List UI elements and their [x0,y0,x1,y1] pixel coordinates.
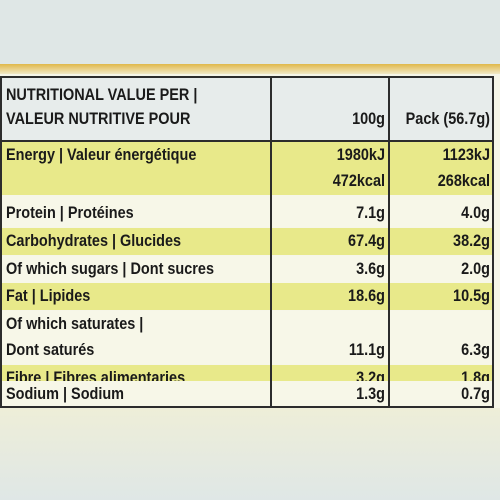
table-left-rule [0,76,2,408]
row-value-pack: 2.0g [461,259,490,279]
table-row: Protein | Protéines 7.1g 4.0g [0,200,492,227]
row-value-100g: 67.4g [348,231,385,251]
row-value-100g: 472kcal [332,171,385,191]
table-row: Energy | Valeur énergétique 1980kJ 1123k… [0,142,492,169]
row-value-100g [287,311,385,338]
row-label: Of which saturates | [6,314,144,334]
row-label: Protein | Protéines [6,203,134,223]
table-row: Carbohydrates | Glucides 67.4g 38.2g [0,228,492,255]
row-value-pack: 0.7g [461,384,490,404]
table-row: Of which saturates | [0,311,492,338]
header-rule [0,140,492,142]
row-value-100g: 1980kJ [336,145,385,165]
row-value-100g: 1.3g [356,384,385,404]
row-value-pack: 4.0g [461,203,490,223]
table-top-rule [0,76,492,78]
row-value-pack: 6.3g [461,340,490,360]
row-value-100g: 18.6g [348,286,385,306]
table-row: Fat | Lipides 18.6g 10.5g [0,283,492,310]
header-100g: 100g [352,109,385,128]
row-value-100g: 11.1g [348,340,385,360]
row-value-100g: 3.6g [356,259,385,279]
row-label: Of which sugars | Dont sucres [6,259,214,279]
row-value-pack: 10.5g [453,286,490,306]
row-value-pack [401,311,490,338]
table-bottom-rule [0,406,492,408]
table-row: Of which sugars | Dont sucres 3.6g 2.0g [0,256,492,283]
row-label: Dont saturés [6,340,95,360]
row-label: Sodium | Sodium [6,384,125,404]
column-rule-100g [270,76,272,408]
table-header: NUTRITIONAL VALUE PER | VALEUR NUTRITIVE… [0,76,492,140]
nutrition-table: NUTRITIONAL VALUE PER | VALEUR NUTRITIVE… [0,76,494,408]
row-value-pack: 268kcal [437,171,490,191]
row-value-pack: 38.2g [453,231,490,251]
row-value-100g: 7.1g [356,203,385,223]
package-bottom [0,408,500,500]
row-label: Energy | Valeur énergétique [6,145,197,165]
row-label: Fat | Lipides [6,286,91,306]
row-label: Carbohydrates | Glucides [6,231,182,251]
table-row: Sodium | Sodium 1.3g 0.7g [0,381,492,408]
package-edge [0,64,500,74]
header-title-line2: VALEUR NUTRITIVE POUR [6,109,191,128]
header-title-line1: NUTRITIONAL VALUE PER | [6,85,198,104]
row-value-pack: 1123kJ [442,145,490,165]
header-pack: Pack (56.7g) [405,109,490,128]
table-row: 472kcal 268kcal [0,168,492,195]
table-row: Dont saturés 11.1g 6.3g [0,337,492,364]
column-rule-pack [388,76,390,408]
row-label [6,168,278,195]
